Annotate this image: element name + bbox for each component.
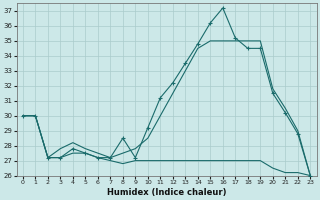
X-axis label: Humidex (Indice chaleur): Humidex (Indice chaleur)	[107, 188, 226, 197]
